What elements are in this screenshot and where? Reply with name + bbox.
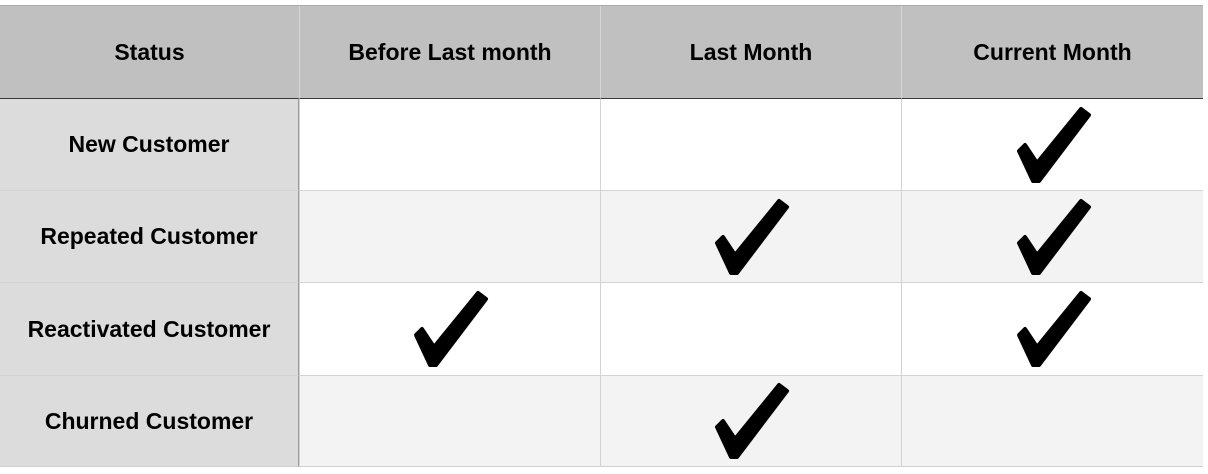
status-table: Status Before Last month Last Month Curr…: [0, 5, 1203, 467]
header-last-month: Last Month: [600, 6, 901, 98]
cell-churned-last-month: [600, 375, 901, 467]
cell-reactivated-before-last-month: [299, 282, 600, 375]
checkmark-icon: [715, 198, 789, 275]
row-label-repeated-customer: Repeated Customer: [0, 190, 299, 282]
cell-repeated-before-last-month: [299, 190, 600, 282]
checkmark-icon: [715, 383, 789, 459]
checkmark-icon: [1016, 291, 1091, 367]
cell-new-last-month: [600, 98, 901, 190]
cell-repeated-current-month: [901, 190, 1203, 282]
header-status: Status: [0, 6, 299, 98]
cell-new-before-last-month: [299, 98, 600, 190]
checkmark-icon: [1016, 106, 1091, 183]
cell-new-current-month: [901, 98, 1203, 190]
row-label-churned-customer: Churned Customer: [0, 375, 299, 467]
cell-reactivated-current-month: [901, 282, 1203, 375]
header-before-last-month: Before Last month: [299, 6, 600, 98]
header-current-month: Current Month: [901, 6, 1203, 98]
checkmark-icon: [1016, 198, 1091, 275]
cell-repeated-last-month: [600, 190, 901, 282]
row-label-new-customer: New Customer: [0, 98, 299, 190]
cell-churned-current-month: [901, 375, 1203, 467]
cell-reactivated-last-month: [600, 282, 901, 375]
row-label-reactivated-customer: Reactivated Customer: [0, 282, 299, 375]
cell-churned-before-last-month: [299, 375, 600, 467]
checkmark-icon: [414, 291, 488, 367]
